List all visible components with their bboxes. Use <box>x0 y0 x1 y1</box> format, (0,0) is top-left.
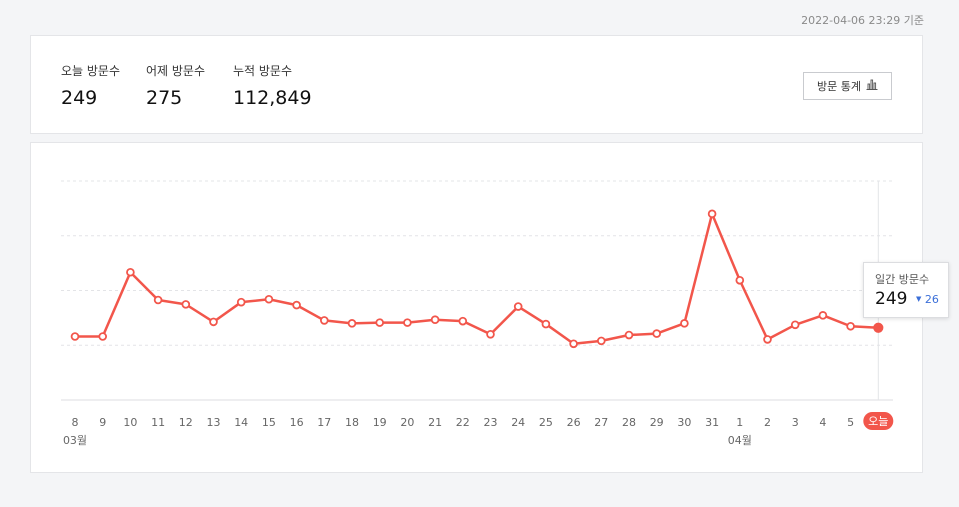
series-line <box>75 212 879 346</box>
data-point <box>569 339 578 349</box>
x-tick-label: 3 <box>792 416 799 429</box>
tooltip-value: 249 <box>875 289 908 309</box>
data-point <box>458 316 468 326</box>
tooltip-delta: ▼ 26 <box>916 293 939 306</box>
x-tick-label: 14 <box>234 416 248 429</box>
x-tick-label: 27 <box>594 416 608 429</box>
data-point <box>153 295 163 305</box>
x-tick-label: 11 <box>151 416 165 429</box>
data-point <box>236 297 246 307</box>
data-point <box>541 319 551 329</box>
yesterday-visits-label: 어제 방문수 <box>146 64 206 78</box>
x-tick-label: 24 <box>511 416 525 429</box>
data-point <box>790 320 800 330</box>
data-point <box>652 329 661 338</box>
x-tick-label: 25 <box>539 416 553 429</box>
tooltip-delta-value: 26 <box>924 293 939 306</box>
data-point <box>98 332 107 341</box>
x-tick-label: 30 <box>677 416 691 429</box>
x-tick-label: 29 <box>650 416 664 429</box>
x-tick-label: 21 <box>428 416 442 429</box>
timestamp: 2022-04-06 23:29 기준 <box>801 14 924 27</box>
daily-visits-chart-card: 8 9 10 11 12 13 14 15 16 17 18 19 20 21 22 23 24 25 26 27 28… <box>30 142 949 473</box>
x-tick-label: 15 <box>262 416 276 429</box>
x-tick-label: 5 <box>847 416 854 429</box>
x-tick-label: 19 <box>373 416 387 429</box>
data-point <box>596 336 606 346</box>
data-point <box>763 335 772 344</box>
yesterday-visits-value: 275 <box>146 87 183 109</box>
x-tick-label: 13 <box>207 416 221 429</box>
today-badge <box>863 412 894 430</box>
data-point <box>126 267 135 277</box>
data-point <box>319 316 329 325</box>
visit-stats-button-label: 방문 통계 <box>817 80 861 93</box>
chart-tooltip: 일간 방문수 249 ▼ 26 <box>863 262 949 318</box>
x-tick-label: 12 <box>179 416 193 429</box>
x-tick-label: 4 <box>819 416 826 429</box>
x-tick-label: 2 <box>764 416 771 429</box>
month-label: 03월 <box>63 434 87 447</box>
daily-visits-chart: 8 9 10 11 12 13 14 15 16 17 18 19 20 21 22 23 24 25 26 27 28… <box>61 180 894 447</box>
data-point <box>292 300 301 310</box>
today-visits-value: 249 <box>61 87 98 109</box>
x-tick-label: 31 <box>705 416 719 429</box>
data-point <box>375 318 385 327</box>
x-tick-label: 9 <box>99 416 106 429</box>
x-tick-label-today: 오늘 <box>868 415 888 428</box>
data-point <box>707 209 717 219</box>
visit-stats-button[interactable]: 방문 통계 <box>803 72 892 100</box>
data-point <box>264 294 274 304</box>
yesterday-visits: 어제 방문수 275 <box>146 62 205 109</box>
data-point <box>735 275 745 285</box>
data-point <box>680 319 689 328</box>
x-tick-label: 23 <box>484 416 498 429</box>
data-point <box>430 315 440 325</box>
data-point <box>513 302 523 311</box>
data-point <box>209 317 218 327</box>
x-tick-label: 18 <box>345 416 359 429</box>
x-tick-label: 22 <box>456 416 470 429</box>
x-tick-label: 8 <box>72 416 79 429</box>
x-tick-label: 26 <box>567 416 581 429</box>
total-visits-value: 112,849 <box>233 87 312 109</box>
today-visits-label: 오늘 방문수 <box>61 64 121 78</box>
data-point <box>818 311 828 320</box>
visit-stats-card: 오늘 방문수 249 어제 방문수 275 누적 방문수 112,849 방문 … <box>30 35 923 134</box>
today-visits: 오늘 방문수 249 <box>61 62 120 109</box>
x-tick-label: 1 <box>736 416 743 429</box>
bar-chart-icon <box>866 79 878 93</box>
total-visits-label: 누적 방문수 <box>233 64 293 78</box>
data-point <box>70 332 80 341</box>
data-point <box>873 322 884 333</box>
x-tick-label: 10 <box>123 416 137 429</box>
data-point <box>624 330 634 340</box>
x-tick-label: 28 <box>622 416 636 429</box>
month-label: 04월 <box>728 434 752 447</box>
data-point <box>403 318 412 327</box>
down-arrow-icon: ▼ <box>916 295 922 303</box>
tooltip-label: 일간 방문수 <box>875 273 930 286</box>
total-visits: 누적 방문수 112,849 <box>233 62 312 109</box>
data-point <box>486 330 495 339</box>
data-point <box>347 319 357 328</box>
data-point <box>181 300 191 309</box>
x-tick-label: 20 <box>400 416 414 429</box>
x-tick-label: 16 <box>290 416 304 429</box>
x-tick-label: 17 <box>317 416 331 429</box>
data-point <box>846 321 855 331</box>
